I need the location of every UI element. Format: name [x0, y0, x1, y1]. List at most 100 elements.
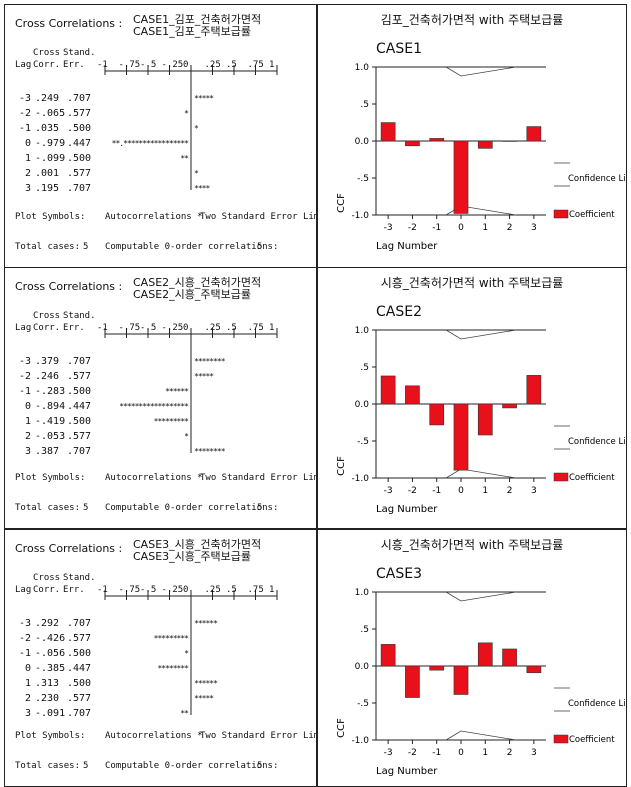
- scale-label: -1: [97, 585, 108, 595]
- two-se-limits-label: Two Standard Error Limits: [200, 473, 316, 483]
- ccf-bar: [526, 126, 542, 142]
- scale-label: 0: [183, 60, 189, 70]
- row-corr: -.283: [35, 386, 66, 397]
- upper-confidence-limit: [445, 591, 517, 602]
- ccf-bar: [526, 375, 542, 405]
- ccf-bar: [405, 665, 420, 698]
- scale-label: .5: [226, 60, 237, 70]
- row-err: .500: [67, 648, 92, 659]
- y-tick-label: -1.0: [351, 474, 369, 484]
- x-tick-label: 3: [531, 223, 537, 233]
- legend-coefficient-swatch: [553, 472, 569, 482]
- row-asterisk-bar: ********: [194, 357, 226, 366]
- row-corr: .230: [35, 693, 60, 704]
- x-tick-label: -3: [384, 748, 393, 758]
- scale-label: -.75: [118, 60, 141, 70]
- row-lag: 1: [24, 678, 31, 689]
- row-lag: -3: [18, 93, 31, 104]
- computable-value: 5: [257, 503, 263, 513]
- legend-coefficient-label: Coefficient: [569, 210, 615, 220]
- ccf-bar: [380, 375, 396, 405]
- chart-title: 김포_건축허가면적 with 주택보급률: [380, 13, 564, 27]
- total-cases-label: Total cases:: [15, 761, 81, 771]
- legend-coefficient-swatch: [553, 209, 569, 219]
- scale-label: .25: [204, 323, 221, 333]
- row-asterisk-bar: ******: [165, 387, 189, 396]
- autocorrelations-label: Autocorrelations *: [105, 212, 203, 222]
- autocorrelations-label: Autocorrelations *: [105, 731, 203, 741]
- row-lag: 3: [24, 446, 31, 457]
- row-asterisk-bar: *****: [194, 94, 214, 103]
- y-tick-label: 0.0: [355, 137, 370, 147]
- row-err: .707: [67, 356, 92, 367]
- computable-value: 5: [257, 242, 263, 252]
- row-corr: .035: [35, 123, 60, 134]
- computable-label: Computable 0-order correlations:: [105, 761, 279, 771]
- row-err: .500: [67, 123, 92, 134]
- legend-coefficient-label: Coefficient: [569, 473, 615, 483]
- row-lag: -1: [18, 123, 31, 134]
- row-err: .577: [67, 693, 92, 704]
- row-err: .577: [67, 431, 92, 442]
- row-err: .500: [67, 153, 92, 164]
- column-header-err: Stand. Err.: [63, 573, 96, 595]
- ccf-chart-svg: 1.0 .5 0.0 -.5 -1.0 -3 -2 -1 0 1 2 3 CCF Lag Number Co…: [336, 63, 626, 252]
- ccf-bar: [477, 403, 493, 436]
- row-err: .707: [67, 446, 92, 457]
- x-tick-label: -1: [432, 748, 441, 758]
- row-corr: -.426: [35, 633, 66, 644]
- row-asterisk-bar: **: [180, 154, 189, 163]
- ccf-bar: [429, 665, 445, 671]
- total-cases-label: Total cases:: [15, 242, 81, 252]
- scale-label: -.5: [140, 585, 157, 595]
- scale-label: -.25: [161, 585, 184, 595]
- y-tick-label: .5: [360, 363, 369, 373]
- case-label: CASE2: [376, 304, 422, 320]
- column-header-err: Stand. Err.: [63, 48, 96, 70]
- x-tick-label: -3: [384, 223, 393, 233]
- y-tick-label: -1.0: [351, 736, 369, 746]
- ccf-bar: [405, 385, 420, 405]
- correlogram-axis-svg: [104, 328, 278, 453]
- scale-label: -1: [97, 60, 108, 70]
- ccf-bar: [380, 644, 396, 667]
- y-axis-label: CCF: [336, 718, 347, 738]
- row-corr: .387: [35, 446, 60, 457]
- row-err: .707: [67, 93, 92, 104]
- row-err: .500: [67, 386, 92, 397]
- row-err: .447: [67, 663, 92, 674]
- row-err: .577: [67, 168, 92, 179]
- row-lag: 3: [24, 183, 31, 194]
- scale-label: 1: [269, 585, 275, 595]
- scale-label: .25: [204, 60, 221, 70]
- ccf-bar: [453, 403, 469, 471]
- series1-name: CASE2_시흥_건축허가면적: [133, 276, 262, 289]
- ccf-chart-panel: 김포_건축허가면적 with 주택보급률 CASE1 1.0 .5 0.0 -.5 -1.0…: [317, 4, 627, 268]
- x-tick-label: 0: [458, 486, 464, 496]
- row-err: .577: [67, 108, 92, 119]
- row-asterisk-bar: **: [180, 709, 189, 718]
- row-err: .707: [67, 708, 92, 719]
- row-asterisk-bar: *: [184, 432, 189, 441]
- y-tick-label: 0.0: [355, 400, 370, 410]
- row-corr: .246: [35, 371, 60, 382]
- row-asterisk-bar: ******: [194, 619, 218, 628]
- ccf-bar: [502, 403, 517, 409]
- row-corr: .001: [35, 168, 60, 179]
- text-correlogram-panel: Cross Correlations : CASE2_시흥_건축허가면적 CASE2…: [4, 267, 317, 529]
- lower-confidence-limit: [445, 730, 517, 741]
- row-corr: -.099: [35, 153, 66, 164]
- x-tick-label: -2: [408, 223, 417, 233]
- column-header-lag: Lag: [15, 585, 32, 595]
- ccf-bar: [453, 140, 469, 214]
- row-asterisk-bar: *: [184, 649, 189, 658]
- row-lag: -1: [18, 386, 31, 397]
- row-lag: 1: [24, 153, 31, 164]
- x-axis-label: Lag Number: [376, 766, 438, 777]
- case-label: CASE1: [376, 41, 422, 57]
- ccf-chart-panel: 시흥_건축허가면적 with 주택보급률 CASE2 1.0 .5 0.0 -.5 -1.0…: [317, 267, 627, 529]
- total-cases-value: 5: [83, 503, 89, 513]
- legend-coefficient-label: Coefficient: [569, 735, 615, 745]
- upper-confidence-limit: [445, 66, 517, 77]
- scale-label: -.25: [161, 323, 184, 333]
